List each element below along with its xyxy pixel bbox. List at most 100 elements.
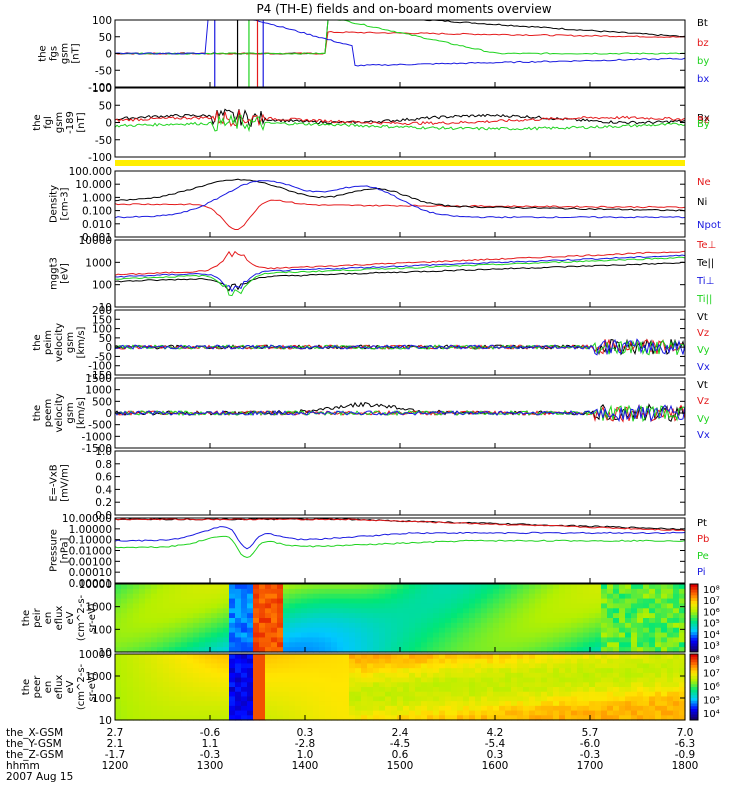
peer-cell bbox=[397, 705, 404, 712]
peer-cell bbox=[625, 658, 632, 665]
peer-cell bbox=[337, 687, 344, 693]
peer-cell bbox=[559, 663, 566, 669]
peir-cell bbox=[565, 593, 572, 600]
peir-cell bbox=[583, 622, 590, 629]
peer-cell bbox=[121, 654, 128, 660]
peer-cell bbox=[295, 682, 302, 688]
peer-cell bbox=[343, 668, 350, 674]
peir-colorbar-segment bbox=[690, 603, 698, 608]
peer-cell bbox=[667, 668, 674, 674]
peir-cell bbox=[457, 588, 464, 595]
peer-cell bbox=[139, 710, 146, 716]
peir-cell bbox=[571, 627, 578, 634]
peir-cell bbox=[289, 593, 296, 600]
fgs-series-bx bbox=[114, 19, 686, 67]
peir-cell bbox=[331, 647, 338, 653]
peer-cell bbox=[175, 663, 182, 669]
peer-cell bbox=[511, 658, 518, 665]
peir-cell bbox=[505, 593, 512, 600]
peer-cell bbox=[301, 705, 308, 712]
peir-cell bbox=[277, 593, 284, 600]
peer-cell bbox=[355, 682, 362, 688]
peir-cell bbox=[637, 637, 644, 643]
peer-cell bbox=[655, 705, 662, 712]
peer-cell bbox=[637, 715, 644, 721]
peer-cell bbox=[361, 668, 368, 674]
peir-cell bbox=[463, 642, 470, 648]
efield-ytick-label: 0.6 bbox=[95, 472, 112, 484]
peir-cell bbox=[661, 642, 668, 648]
peer-cell bbox=[463, 682, 470, 688]
peir-cell bbox=[289, 618, 296, 624]
peir-cell bbox=[337, 584, 344, 590]
peir-cell bbox=[679, 608, 686, 614]
peer-cell bbox=[247, 705, 254, 712]
peir-cell bbox=[421, 637, 428, 643]
peir-cell bbox=[667, 608, 674, 614]
peir-cell bbox=[589, 613, 596, 619]
peer-cell bbox=[439, 682, 446, 688]
peir-cell bbox=[505, 598, 512, 605]
peer-cell bbox=[373, 705, 380, 712]
peir-cell bbox=[517, 627, 524, 634]
peir-cell bbox=[253, 603, 260, 609]
peir-cell bbox=[589, 584, 596, 590]
peir-cell bbox=[511, 632, 518, 639]
peer-cell bbox=[145, 668, 152, 674]
peir-cell bbox=[355, 637, 362, 643]
peer-cell bbox=[319, 715, 326, 721]
peir-cell bbox=[163, 627, 170, 634]
temp-ylabel-line: [eV] bbox=[60, 263, 71, 284]
peer-cell bbox=[601, 710, 608, 716]
peer-cell bbox=[445, 668, 452, 674]
density-ytick-label: 0.001 bbox=[82, 232, 112, 244]
peir-cell bbox=[301, 593, 308, 600]
peer-cell bbox=[391, 691, 398, 698]
peer-cell bbox=[205, 710, 212, 716]
peir-cell bbox=[679, 588, 686, 595]
peir-cell bbox=[433, 598, 440, 605]
peir-cell bbox=[157, 608, 164, 614]
peer-cell bbox=[313, 687, 320, 693]
peer-cell bbox=[301, 672, 308, 679]
peer-cell bbox=[643, 663, 650, 669]
peir-cell bbox=[433, 642, 440, 648]
peer-cell bbox=[307, 687, 314, 693]
peir-cell bbox=[235, 622, 242, 629]
peer-cell bbox=[259, 710, 266, 716]
peer-cell bbox=[361, 710, 368, 716]
peir-cell bbox=[625, 598, 632, 605]
pressure-ytick-label: 0.00010 bbox=[69, 567, 112, 579]
peer-cell bbox=[127, 677, 134, 683]
peir-cell bbox=[361, 588, 368, 595]
peer-cell bbox=[217, 715, 224, 721]
peer-cell bbox=[505, 705, 512, 712]
peer-cell bbox=[379, 701, 386, 707]
peir-ylabel-line: eflux bbox=[54, 606, 65, 631]
peer-cell bbox=[469, 668, 476, 674]
peir-cell bbox=[415, 637, 422, 643]
peer-cell bbox=[601, 677, 608, 683]
peer-cell bbox=[187, 658, 194, 665]
peir-cell bbox=[577, 608, 584, 614]
peir-cell bbox=[547, 593, 554, 600]
peer-cell bbox=[517, 677, 524, 683]
peer-ytick-label: 10000 bbox=[79, 649, 112, 661]
peir-cell bbox=[409, 627, 416, 634]
peer-cell bbox=[667, 658, 674, 665]
fgs-legend-by: by bbox=[697, 56, 709, 67]
peer-cell bbox=[487, 658, 494, 665]
peer-cell bbox=[673, 687, 680, 693]
peir-cell bbox=[493, 647, 500, 653]
peir-cell bbox=[541, 603, 548, 609]
peir-cell bbox=[283, 642, 290, 648]
peer-cell bbox=[523, 682, 530, 688]
peir-cell bbox=[115, 632, 122, 639]
peer-cell bbox=[349, 658, 356, 665]
peir-cell bbox=[379, 598, 386, 605]
peer-cell bbox=[547, 715, 554, 721]
peer-cell bbox=[289, 715, 296, 721]
peir-cell bbox=[331, 627, 338, 634]
peer-cell bbox=[625, 687, 632, 693]
peer-cell bbox=[259, 658, 266, 665]
